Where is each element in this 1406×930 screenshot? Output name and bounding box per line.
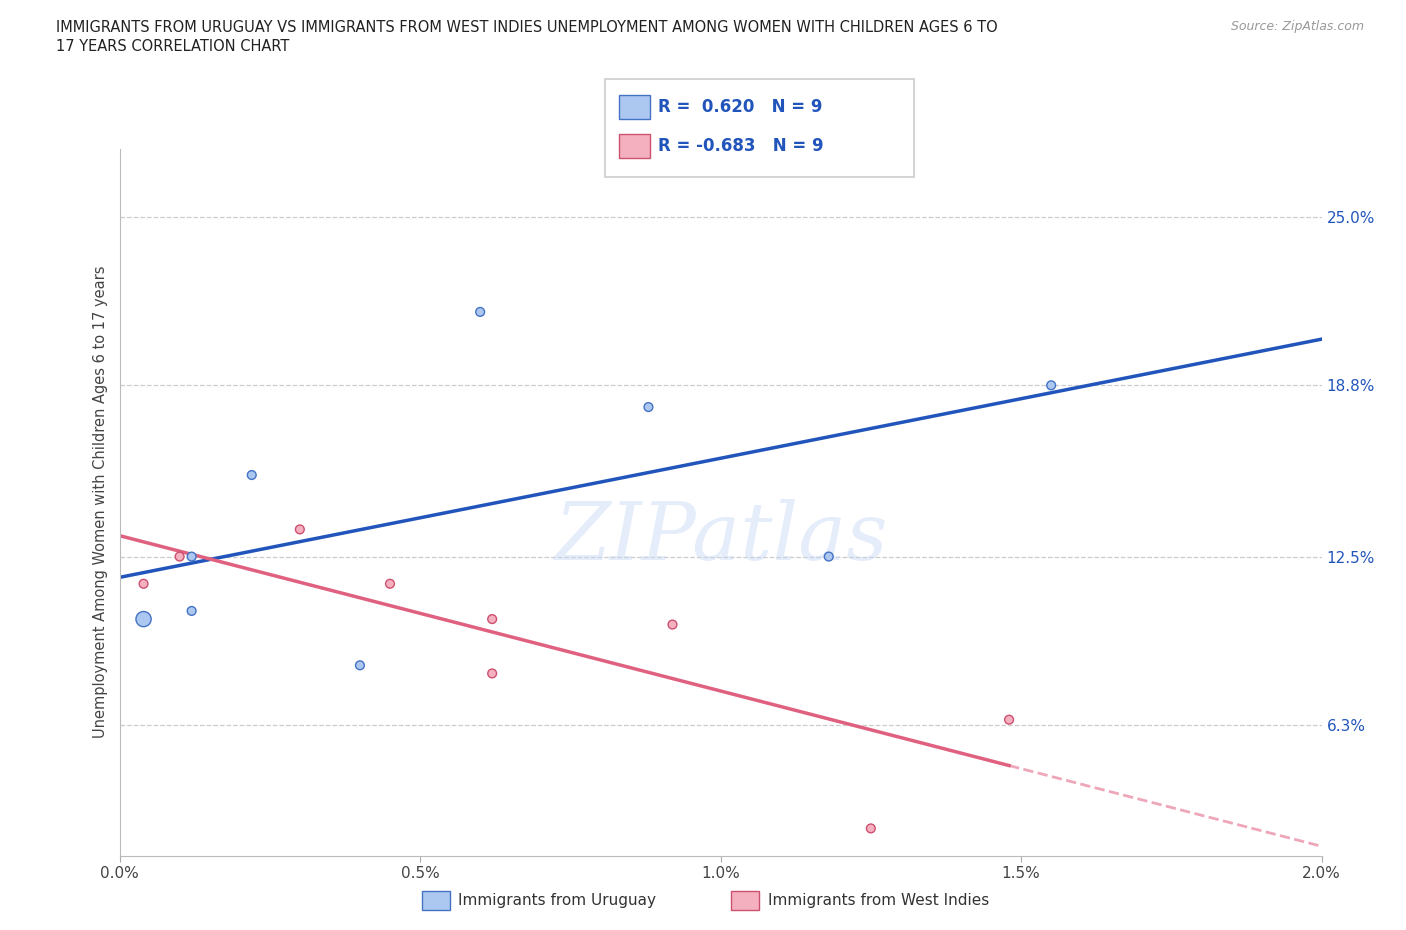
Text: IMMIGRANTS FROM URUGUAY VS IMMIGRANTS FROM WEST INDIES UNEMPLOYMENT AMONG WOMEN : IMMIGRANTS FROM URUGUAY VS IMMIGRANTS FR…	[56, 20, 998, 35]
Point	[1040, 378, 1063, 392]
Text: Immigrants from Uruguay: Immigrants from Uruguay	[458, 893, 657, 908]
Text: Immigrants from West Indies: Immigrants from West Indies	[768, 893, 988, 908]
Point	[132, 577, 155, 591]
Text: Source: ZipAtlas.com: Source: ZipAtlas.com	[1230, 20, 1364, 33]
Point	[378, 577, 401, 591]
Text: ZIPatlas: ZIPatlas	[554, 498, 887, 577]
Point	[481, 666, 503, 681]
Point	[637, 400, 659, 415]
Point	[661, 618, 683, 632]
Text: 17 YEARS CORRELATION CHART: 17 YEARS CORRELATION CHART	[56, 39, 290, 54]
Y-axis label: Unemployment Among Women with Children Ages 6 to 17 years: Unemployment Among Women with Children A…	[93, 266, 108, 738]
Point	[180, 604, 202, 618]
Point	[468, 304, 492, 319]
Point	[481, 612, 503, 627]
Text: R = -0.683   N = 9: R = -0.683 N = 9	[658, 137, 824, 155]
Point	[169, 549, 191, 564]
Point	[180, 549, 202, 564]
Point	[240, 468, 263, 483]
Text: R =  0.620   N = 9: R = 0.620 N = 9	[658, 98, 823, 116]
Point	[132, 612, 155, 627]
Point	[288, 522, 311, 537]
Point	[859, 821, 882, 836]
Point	[817, 549, 839, 564]
Point	[998, 712, 1021, 727]
Point	[349, 658, 371, 672]
